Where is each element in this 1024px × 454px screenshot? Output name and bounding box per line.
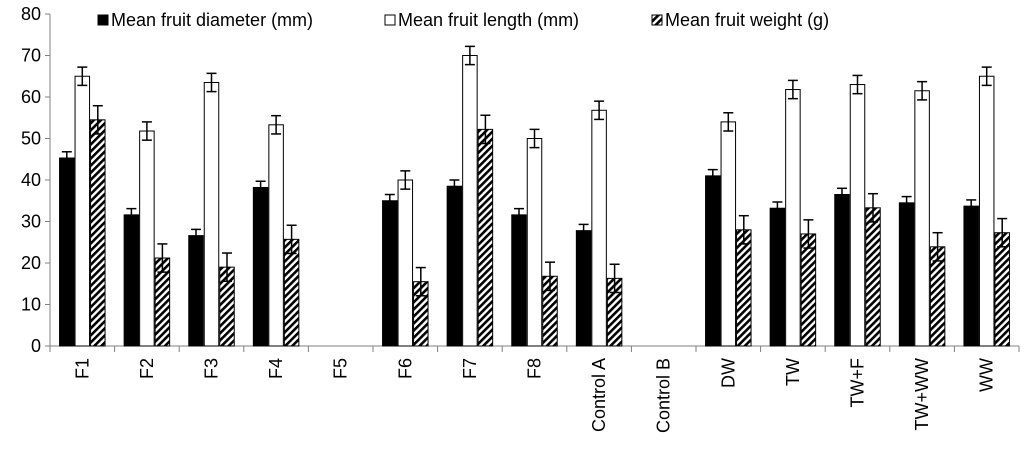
category-label: Control B <box>654 358 674 433</box>
bar <box>526 138 543 347</box>
bar <box>785 89 801 347</box>
legend: Mean fruit diameter (mm) Mean fruit lengt… <box>97 10 829 30</box>
bars <box>59 45 1010 347</box>
category-label: WW <box>977 358 997 392</box>
category-label: F1 <box>72 358 92 379</box>
legend-swatch <box>384 14 396 26</box>
y-tick-label: 40 <box>21 170 41 190</box>
category-labels: F1 F2 F3 F4 F5 F6 F7 F8 Control A Control B DW TW TW… <box>72 358 996 433</box>
bar <box>591 109 607 347</box>
bar <box>736 229 752 347</box>
category-label: Control A <box>589 358 609 432</box>
bar <box>705 175 721 347</box>
bar <box>446 185 463 347</box>
bar <box>865 207 881 347</box>
bar <box>252 186 269 347</box>
bar <box>462 55 478 347</box>
category-label: TW <box>783 358 803 386</box>
legend-label: Mean fruit weight (g) <box>665 10 829 30</box>
y-tick-label: 0 <box>31 336 41 356</box>
category-label: F3 <box>202 358 222 379</box>
bar <box>397 179 414 347</box>
category-label: F7 <box>460 358 480 379</box>
category-label: F5 <box>331 358 351 379</box>
bar <box>834 194 850 347</box>
bar <box>849 84 866 347</box>
bar <box>720 121 737 347</box>
bar <box>90 119 106 347</box>
bar <box>188 235 204 347</box>
bar <box>283 238 300 347</box>
bar <box>575 230 592 347</box>
bar <box>929 246 946 347</box>
bar <box>477 128 494 347</box>
bar <box>511 214 527 347</box>
category-label: TW+F <box>848 358 868 408</box>
legend-swatch <box>97 14 109 26</box>
legend-swatch <box>651 14 663 26</box>
legend-label: Mean fruit diameter (mm) <box>111 10 313 30</box>
bar <box>963 205 979 347</box>
bar <box>769 207 786 347</box>
category-label: TW+WW <box>912 358 932 430</box>
bar <box>898 202 915 347</box>
category-label: DW <box>718 358 738 388</box>
category-label: F6 <box>395 358 415 379</box>
bar <box>382 200 398 347</box>
y-tick-label: 80 <box>21 4 41 24</box>
bar <box>59 157 75 347</box>
y-tick-label: 70 <box>21 46 41 66</box>
legend-label: Mean fruit length (mm) <box>398 10 579 30</box>
category-label: F8 <box>525 358 545 379</box>
bar <box>123 214 140 347</box>
bar <box>978 75 995 347</box>
y-tick-label: 50 <box>21 129 41 149</box>
bar <box>800 233 817 347</box>
category-label: F2 <box>137 358 157 379</box>
bar <box>203 81 220 347</box>
y-tick-label: 60 <box>21 87 41 107</box>
bar <box>139 130 155 347</box>
y-tick-label: 30 <box>21 212 41 232</box>
y-tick-label: 20 <box>21 253 41 273</box>
bar <box>994 232 1010 347</box>
category-label: F4 <box>266 358 286 379</box>
bar <box>914 90 930 347</box>
y-tick-label: 10 <box>21 295 41 315</box>
bar <box>74 75 91 347</box>
bar <box>268 124 284 347</box>
